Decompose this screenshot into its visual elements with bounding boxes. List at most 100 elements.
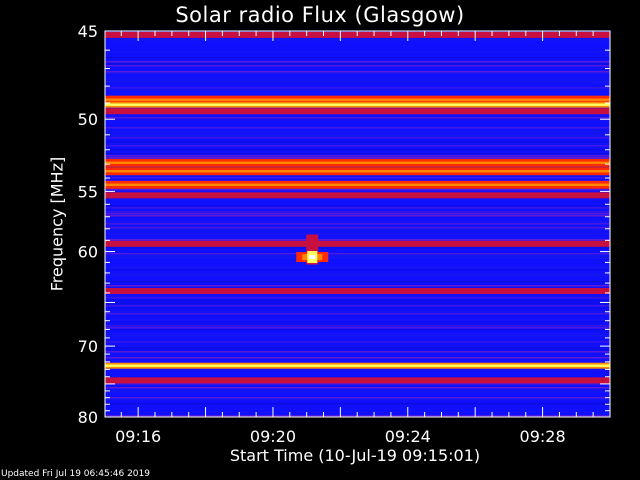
chart-title: Solar radio Flux (Glasgow)	[175, 3, 465, 27]
heatmap-noise-row	[105, 275, 610, 277]
heatmap-noise-row	[105, 145, 610, 147]
heatmap-noise-row	[105, 127, 610, 129]
y-tick-label: 60	[78, 243, 98, 262]
heatmap-noise-row	[105, 333, 610, 335]
heatmap-noise-row	[105, 311, 610, 313]
heatmap-noise-row	[105, 267, 610, 269]
heatmap-noise-row	[105, 207, 610, 209]
heatmap-noise-row	[105, 177, 610, 179]
heatmap-noise-row	[105, 389, 610, 391]
heatmap-noise-row	[105, 221, 610, 223]
heatmap-noise-row	[105, 269, 610, 271]
heatmap-noise-row	[105, 157, 610, 159]
heatmap-noise-row	[105, 77, 610, 79]
y-tick-label: 70	[78, 337, 98, 356]
heatmap-noise-row	[105, 281, 610, 283]
heatmap-noise-row	[105, 79, 610, 81]
heatmap-noise-row	[105, 299, 610, 301]
heatmap-noise-row	[105, 89, 610, 91]
heatmap-noise-row	[105, 71, 610, 73]
heatmap-noise-row	[105, 215, 610, 217]
y-tick-label: 50	[78, 110, 98, 129]
heatmap-noise-row	[105, 399, 610, 401]
frequency-band-core	[105, 364, 610, 367]
heatmap-noise-row	[105, 117, 610, 119]
x-axis-label: Start Time (10-Jul-19 09:15:01)	[229, 446, 481, 465]
heatmap-noise-row	[105, 255, 610, 257]
heatmap-noise-row	[105, 65, 610, 67]
x-tick-label: 09:28	[520, 427, 566, 446]
x-tick-label: 09:20	[250, 427, 296, 446]
heatmap-noise-row	[105, 131, 610, 133]
heatmap-noise-row	[105, 135, 610, 137]
heatmap-noise-row	[105, 273, 610, 275]
x-tick-label: 09:24	[385, 427, 431, 446]
heatmap-noise-row	[105, 239, 610, 241]
heatmap-noise-row	[105, 397, 610, 399]
frequency-band-core	[105, 161, 610, 164]
heatmap-noise-row	[105, 403, 610, 405]
frequency-band	[105, 192, 610, 199]
heatmap-noise-row	[105, 63, 610, 65]
frequency-band-core	[105, 103, 610, 106]
heatmap-noise-row	[105, 141, 610, 143]
heatmap-noise-row	[105, 225, 610, 227]
heatmap-noise-row	[105, 325, 610, 327]
heatmap-noise-row	[105, 223, 610, 225]
heatmap-noise-row	[105, 61, 610, 63]
heatmap-noise-row	[105, 253, 610, 255]
heatmap-area	[105, 31, 610, 417]
heatmap-noise-row	[105, 307, 610, 309]
heatmap-noise-row	[105, 153, 610, 155]
heatmap-noise-row	[105, 233, 610, 235]
heatmap-noise-row	[105, 51, 610, 53]
heatmap-noise-row	[105, 347, 610, 349]
heatmap-noise-row	[105, 321, 610, 323]
heatmap-noise-row	[105, 303, 610, 305]
heatmap-noise-row	[105, 341, 610, 343]
burst-peak	[309, 255, 316, 260]
heatmap-noise-row	[105, 349, 610, 351]
heatmap-noise-row	[105, 285, 610, 287]
frequency-band	[105, 377, 610, 384]
heatmap-noise-row	[105, 175, 610, 177]
heatmap-noise-row	[105, 87, 610, 89]
heatmap-noise-row	[105, 57, 610, 59]
y-tick-label: 55	[78, 182, 98, 201]
frequency-band	[105, 288, 610, 294]
heatmap-noise-row	[105, 81, 610, 83]
x-tick-label: 09:16	[115, 427, 161, 446]
frequency-band	[105, 108, 610, 115]
heatmap-noise-row	[105, 149, 610, 151]
y-axis-ticks: 45 50 55 60 70 80	[78, 22, 610, 427]
heatmap-noise-row	[105, 305, 610, 307]
heatmap-noise-row	[105, 155, 610, 157]
y-tick-label: 45	[78, 22, 98, 41]
updated-timestamp: Updated Fri Jul 19 06:45:46 2019	[1, 469, 150, 479]
heatmap-noise-row	[105, 313, 610, 315]
heatmap-noise-row	[105, 319, 610, 321]
heatmap-noise-row	[105, 143, 610, 145]
heatmap-noise-row	[105, 213, 610, 215]
heatmap-noise-row	[105, 133, 610, 135]
heatmap-noise-row	[105, 229, 610, 231]
heatmap-noise-row	[105, 345, 610, 347]
frequency-band-core	[105, 170, 610, 173]
frequency-band-core	[105, 183, 610, 186]
heatmap-noise-row	[105, 211, 610, 213]
heatmap-noise-row	[105, 257, 610, 259]
x-axis-ticks: 09:16 09:20 09:24 09:28	[115, 31, 611, 446]
heatmap-noise-row	[105, 387, 610, 389]
heatmap-noise-row	[105, 391, 610, 393]
heatmap-noise-row	[105, 237, 610, 239]
heatmap-noise-row	[105, 73, 610, 75]
heatmap-noise-row	[105, 189, 610, 191]
heatmap-noise-row	[105, 227, 610, 229]
y-tick-label: 80	[78, 408, 98, 427]
heatmap-noise-row	[105, 297, 610, 299]
heatmap-noise-row	[105, 327, 610, 329]
heatmap-noise-row	[105, 205, 610, 207]
heatmap-noise-row	[105, 39, 610, 41]
heatmap-noise-row	[105, 351, 610, 353]
